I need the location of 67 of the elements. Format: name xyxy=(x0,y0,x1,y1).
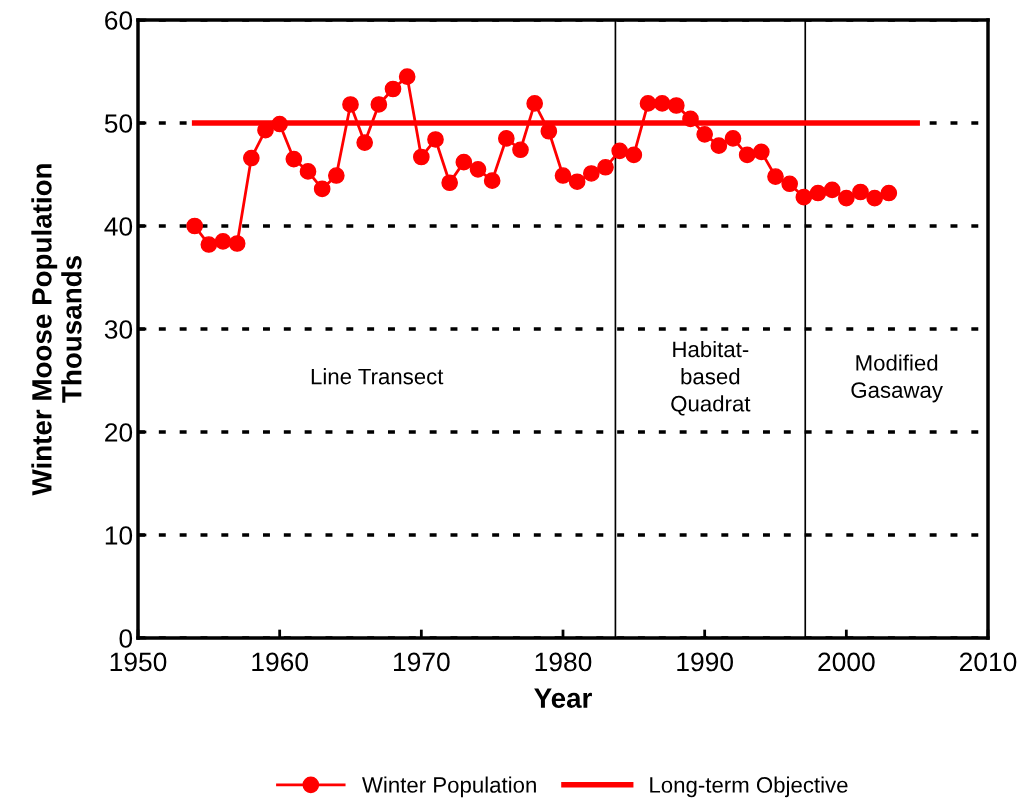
point xyxy=(285,150,303,168)
point xyxy=(441,174,459,192)
point xyxy=(512,141,529,159)
y-tick-label: 10 xyxy=(105,526,133,545)
x-tick-label: 1990 xyxy=(677,652,733,672)
point xyxy=(469,161,487,178)
x-axis-title: Year xyxy=(534,688,592,708)
point xyxy=(611,142,629,160)
point xyxy=(597,158,614,176)
point xyxy=(370,96,388,113)
point xyxy=(625,146,643,164)
x-tick-label: 2010 xyxy=(959,652,1017,672)
point xyxy=(427,131,444,148)
y-tick-label: 0 xyxy=(119,629,133,648)
point xyxy=(327,167,345,184)
point xyxy=(214,233,232,250)
point xyxy=(837,189,855,207)
point xyxy=(313,180,331,198)
point xyxy=(455,153,473,171)
point xyxy=(781,175,799,193)
point xyxy=(767,168,784,185)
point xyxy=(200,236,218,253)
point xyxy=(497,130,515,147)
y-tick-label: 50 xyxy=(104,114,133,133)
point xyxy=(724,130,742,147)
x-tick-label: 1980 xyxy=(535,652,592,672)
x-tick-label: 1950 xyxy=(110,652,167,672)
point xyxy=(412,148,430,166)
point xyxy=(667,97,685,114)
point xyxy=(568,173,586,191)
point xyxy=(866,189,884,207)
legend-label: Long-term Objective xyxy=(650,776,848,798)
point xyxy=(299,163,317,180)
y-tick-label: 40 xyxy=(104,217,133,236)
point xyxy=(852,183,869,201)
point xyxy=(356,134,374,151)
point xyxy=(186,217,204,235)
point xyxy=(795,188,813,206)
point xyxy=(554,167,572,184)
x-tick-label: 1960 xyxy=(252,652,308,672)
point xyxy=(639,95,657,112)
x-tick-label: 2000 xyxy=(818,652,875,672)
point xyxy=(242,149,260,167)
point xyxy=(228,235,246,252)
point xyxy=(752,143,770,161)
point xyxy=(710,137,728,154)
point xyxy=(526,95,544,112)
annotation: Line Transect xyxy=(311,368,444,385)
point xyxy=(653,95,671,112)
annotation: Habitat- based Quadrat xyxy=(671,340,751,416)
point xyxy=(880,184,898,202)
point xyxy=(738,146,756,164)
y-tick-label: 20 xyxy=(105,423,133,442)
point xyxy=(696,125,714,143)
point xyxy=(582,165,600,182)
point xyxy=(398,68,416,85)
point xyxy=(809,184,827,202)
point xyxy=(342,96,359,113)
y-tick-label: 30 xyxy=(104,320,133,339)
annotation: Modified Gasaway xyxy=(851,354,943,403)
y-tick-label: 60 xyxy=(105,11,133,30)
point xyxy=(823,181,841,199)
y-axis-title: Winter Moose Population Thousands xyxy=(31,164,82,496)
point xyxy=(384,80,402,98)
x-tick-label: 1970 xyxy=(394,652,450,672)
point xyxy=(483,172,501,190)
legend-label: Winter Population xyxy=(362,776,536,798)
